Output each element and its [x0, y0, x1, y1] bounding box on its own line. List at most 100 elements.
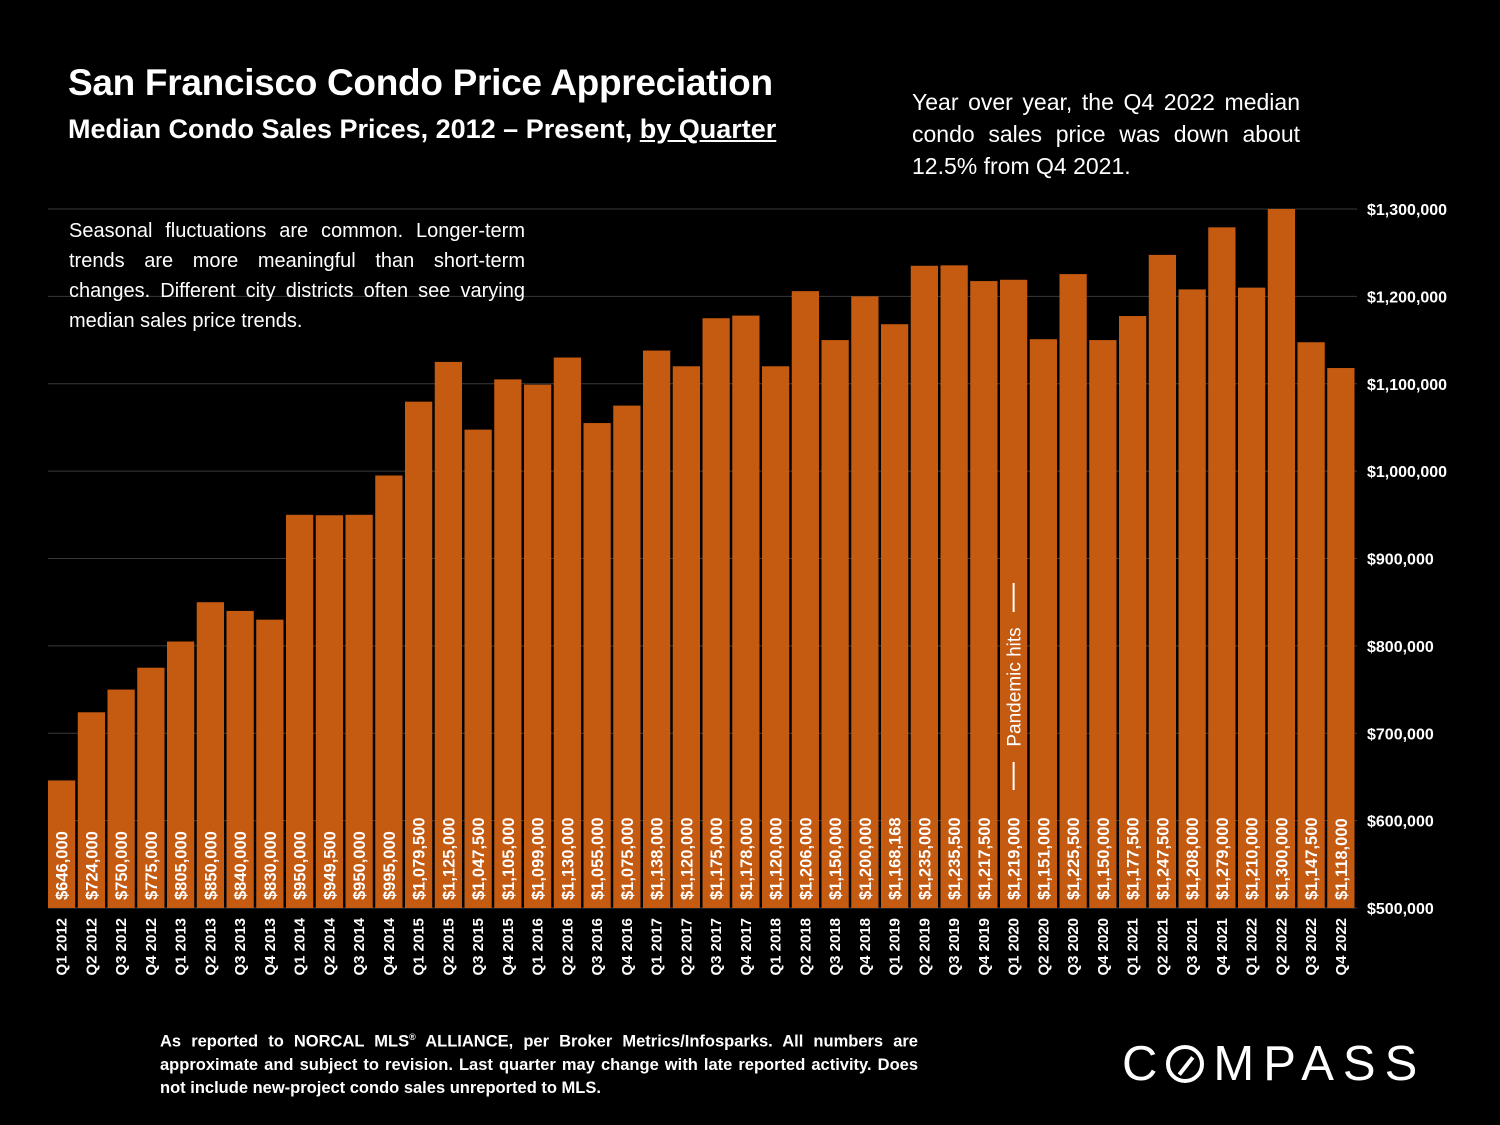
bar: [1267, 209, 1295, 908]
bar: [583, 423, 611, 908]
bar: [524, 384, 552, 908]
x-category-label: Q4 2013: [262, 918, 279, 976]
bar-value-label: $995,000: [381, 831, 399, 900]
bar-value-label: $1,206,000: [797, 817, 815, 900]
bar: [1089, 340, 1117, 908]
bar: [137, 667, 165, 908]
bar: [881, 324, 909, 908]
bar-value-label: $1,210,000: [1244, 817, 1262, 900]
bar-value-label: $1,120,000: [768, 817, 786, 900]
y-tick-label: $700,000: [1367, 726, 1434, 743]
x-category-label: Q2 2013: [202, 918, 219, 976]
bar: [494, 379, 522, 909]
y-tick-label: $800,000: [1367, 639, 1434, 656]
bar: [1327, 368, 1355, 909]
bar: [167, 641, 195, 908]
x-category-label: Q1 2017: [649, 918, 666, 976]
x-category-label: Q4 2022: [1333, 918, 1350, 976]
x-category-label: Q2 2020: [1035, 918, 1052, 976]
bar-value-label: $775,000: [143, 831, 161, 900]
bar-value-label: $1,279,000: [1214, 817, 1232, 900]
compass-logo: C MPASS: [1122, 1036, 1426, 1092]
x-category-label: Q2 2017: [678, 918, 695, 976]
x-category-label: Q4 2012: [143, 918, 160, 976]
bar: [970, 281, 998, 909]
x-category-label: Q1 2015: [411, 918, 428, 976]
bar: [1119, 316, 1147, 908]
bar-value-label: $1,200,000: [857, 817, 875, 900]
x-category-label: Q4 2020: [1095, 918, 1112, 976]
bar-value-label: $1,151,000: [1035, 817, 1053, 900]
bar: [1029, 339, 1057, 909]
x-category-label: Q3 2015: [470, 918, 487, 976]
bar-value-label: $1,177,500: [1125, 817, 1143, 900]
x-category-label: Q2 2012: [83, 918, 100, 976]
x-category-label: Q1 2019: [887, 918, 904, 976]
bar-value-label: $1,079,500: [411, 817, 429, 900]
x-category-label: Q3 2022: [1303, 918, 1320, 976]
bar-value-label: $950,000: [351, 831, 369, 900]
x-category-label: Q1 2021: [1125, 918, 1142, 976]
bar-value-label: $750,000: [113, 831, 131, 900]
x-category-label: Q4 2016: [619, 918, 636, 976]
y-tick-label: $900,000: [1367, 552, 1434, 569]
bar-value-label: $1,125,000: [440, 817, 458, 900]
bar-value-label: $1,150,000: [827, 817, 845, 900]
bar: [910, 265, 938, 908]
x-category-label: Q1 2012: [54, 918, 71, 976]
subtitle-text: Median Condo Sales Prices, 2012 – Presen…: [68, 114, 640, 144]
bar: [613, 405, 641, 908]
bar: [286, 514, 314, 908]
bar-value-label: $950,000: [292, 831, 310, 900]
bar-value-label: $1,300,000: [1273, 817, 1291, 900]
logo-compass-o-icon: [1166, 1045, 1205, 1083]
bar-value-label: $1,235,500: [946, 817, 964, 900]
x-category-label: Q2 2018: [797, 918, 814, 976]
bar-value-label: $1,225,500: [1065, 817, 1083, 900]
bar-value-label: $1,247,500: [1154, 817, 1172, 900]
x-category-label: Q3 2017: [708, 918, 725, 976]
bar: [1208, 227, 1236, 908]
bar: [196, 602, 224, 908]
subtitle-by-quarter: by Quarter: [639, 114, 777, 144]
x-category-label: Q3 2016: [589, 918, 606, 976]
x-category-label: Q1 2014: [292, 917, 309, 975]
x-category-label: Q4 2014: [381, 917, 398, 975]
x-category-label: Q2 2022: [1273, 918, 1290, 976]
y-tick-label: $500,000: [1367, 901, 1434, 918]
y-tick-label: $1,000,000: [1367, 464, 1447, 481]
chart-subtitle: Median Condo Sales Prices, 2012 – Presen…: [68, 114, 776, 145]
x-category-label: Q2 2016: [559, 918, 576, 976]
bar-value-label: $1,118,000: [1333, 818, 1351, 900]
bar-value-label: $724,000: [83, 831, 101, 900]
bar-value-label: $646,000: [54, 831, 72, 900]
bar: [405, 401, 433, 908]
bar-value-label: $1,099,000: [530, 817, 548, 900]
footnote-part-b: ALLIANCE, per Broker Metrics/Infosparks.…: [160, 1032, 918, 1097]
x-category-label: Q3 2013: [232, 918, 249, 976]
bar-value-label: $1,055,000: [589, 817, 607, 900]
bar: [1238, 287, 1266, 908]
bar: [345, 514, 373, 908]
y-tick-label: $1,200,000: [1367, 289, 1447, 306]
x-category-label: Q3 2012: [113, 918, 130, 976]
x-category-label: Q1 2013: [173, 918, 190, 976]
bar: [702, 318, 730, 908]
bar-value-label: $805,000: [173, 831, 191, 900]
bar-value-label: $1,150,000: [1095, 817, 1113, 900]
bar-value-label: $1,138,000: [649, 817, 667, 900]
bar-value-label: $949,500: [321, 831, 339, 900]
x-category-label: Q2 2015: [440, 918, 457, 976]
bar-value-label: $1,147,500: [1303, 817, 1321, 900]
x-category-label: Q4 2017: [738, 918, 755, 976]
bar: [940, 265, 968, 908]
y-tick-label: $600,000: [1367, 814, 1434, 831]
logo-letter-c: C: [1122, 1037, 1167, 1091]
yoy-note: Year over year, the Q4 2022 median condo…: [912, 89, 1300, 179]
bar-value-label: $1,047,500: [470, 817, 488, 900]
x-category-label: Q1 2020: [1006, 918, 1023, 976]
bar-value-label: $1,120,000: [678, 817, 696, 900]
bar-value-label: $1,178,000: [738, 817, 756, 900]
chart-title: San Francisco Condo Price Appreciation: [68, 62, 773, 103]
bar: [464, 429, 492, 908]
